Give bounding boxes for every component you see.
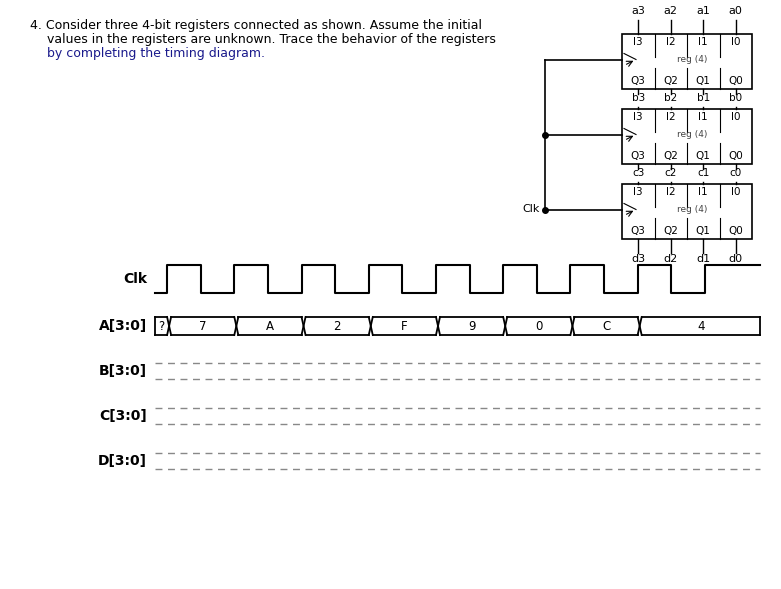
Text: Q3: Q3 bbox=[631, 76, 646, 86]
Text: d0: d0 bbox=[729, 254, 743, 264]
Text: ?: ? bbox=[158, 319, 164, 333]
Bar bbox=[622, 34, 752, 89]
Text: Q0: Q0 bbox=[729, 226, 744, 236]
Text: B[3:0]: B[3:0] bbox=[99, 364, 147, 378]
Text: I0: I0 bbox=[731, 187, 740, 197]
Text: Clk: Clk bbox=[522, 204, 540, 214]
Text: 4. Consider three 4-bit registers connected as shown. Assume the initial: 4. Consider three 4-bit registers connec… bbox=[30, 19, 482, 32]
Text: c2: c2 bbox=[665, 168, 677, 178]
Text: c3: c3 bbox=[632, 168, 644, 178]
Text: C: C bbox=[602, 319, 610, 333]
Text: I3: I3 bbox=[633, 187, 643, 197]
Text: 9: 9 bbox=[468, 319, 476, 333]
Text: d2: d2 bbox=[664, 254, 678, 264]
Bar bbox=[622, 184, 752, 239]
Text: 2: 2 bbox=[333, 319, 341, 333]
Text: 4: 4 bbox=[697, 319, 704, 333]
Text: Q2: Q2 bbox=[663, 76, 678, 86]
Text: Q0: Q0 bbox=[729, 151, 744, 161]
Text: a1: a1 bbox=[697, 6, 710, 16]
Text: I0: I0 bbox=[731, 37, 740, 47]
Text: b3: b3 bbox=[632, 93, 645, 103]
Text: I2: I2 bbox=[666, 112, 676, 122]
Text: b1: b1 bbox=[697, 93, 710, 103]
Text: Q3: Q3 bbox=[631, 151, 646, 161]
Text: by completing the timing diagram.: by completing the timing diagram. bbox=[47, 47, 265, 60]
Text: I3: I3 bbox=[633, 112, 643, 122]
Text: A: A bbox=[266, 319, 274, 333]
Text: I2: I2 bbox=[666, 187, 676, 197]
Text: I1: I1 bbox=[698, 37, 708, 47]
Text: I0: I0 bbox=[731, 112, 740, 122]
Text: I2: I2 bbox=[666, 37, 676, 47]
Text: reg (4): reg (4) bbox=[677, 55, 707, 64]
Text: b0: b0 bbox=[729, 93, 742, 103]
Text: d1: d1 bbox=[696, 254, 710, 264]
Text: I1: I1 bbox=[698, 187, 708, 197]
Text: 0: 0 bbox=[535, 319, 543, 333]
Text: A[3:0]: A[3:0] bbox=[98, 319, 147, 333]
Text: a2: a2 bbox=[664, 6, 678, 16]
Text: Q2: Q2 bbox=[663, 151, 678, 161]
Bar bbox=[622, 109, 752, 164]
Text: values in the registers are unknown. Trace the behavior of the registers: values in the registers are unknown. Tra… bbox=[47, 33, 496, 46]
Text: Q2: Q2 bbox=[663, 226, 678, 236]
Text: I1: I1 bbox=[698, 112, 708, 122]
Text: Clk: Clk bbox=[123, 272, 147, 286]
Text: F: F bbox=[401, 319, 408, 333]
Text: reg (4): reg (4) bbox=[677, 205, 707, 214]
Text: d3: d3 bbox=[631, 254, 645, 264]
Text: D[3:0]: D[3:0] bbox=[98, 454, 147, 468]
Text: C[3:0]: C[3:0] bbox=[99, 409, 147, 423]
Text: Q1: Q1 bbox=[696, 76, 711, 86]
Text: a3: a3 bbox=[631, 6, 645, 16]
Text: I3: I3 bbox=[633, 37, 643, 47]
Text: Q3: Q3 bbox=[631, 226, 646, 236]
Text: Q0: Q0 bbox=[729, 76, 744, 86]
Text: c1: c1 bbox=[697, 168, 709, 178]
Text: reg (4): reg (4) bbox=[677, 130, 707, 139]
Text: c0: c0 bbox=[729, 168, 742, 178]
Text: 7: 7 bbox=[199, 319, 206, 333]
Text: Q1: Q1 bbox=[696, 226, 711, 236]
Text: Q1: Q1 bbox=[696, 151, 711, 161]
Text: b2: b2 bbox=[664, 93, 677, 103]
Text: a0: a0 bbox=[729, 6, 743, 16]
